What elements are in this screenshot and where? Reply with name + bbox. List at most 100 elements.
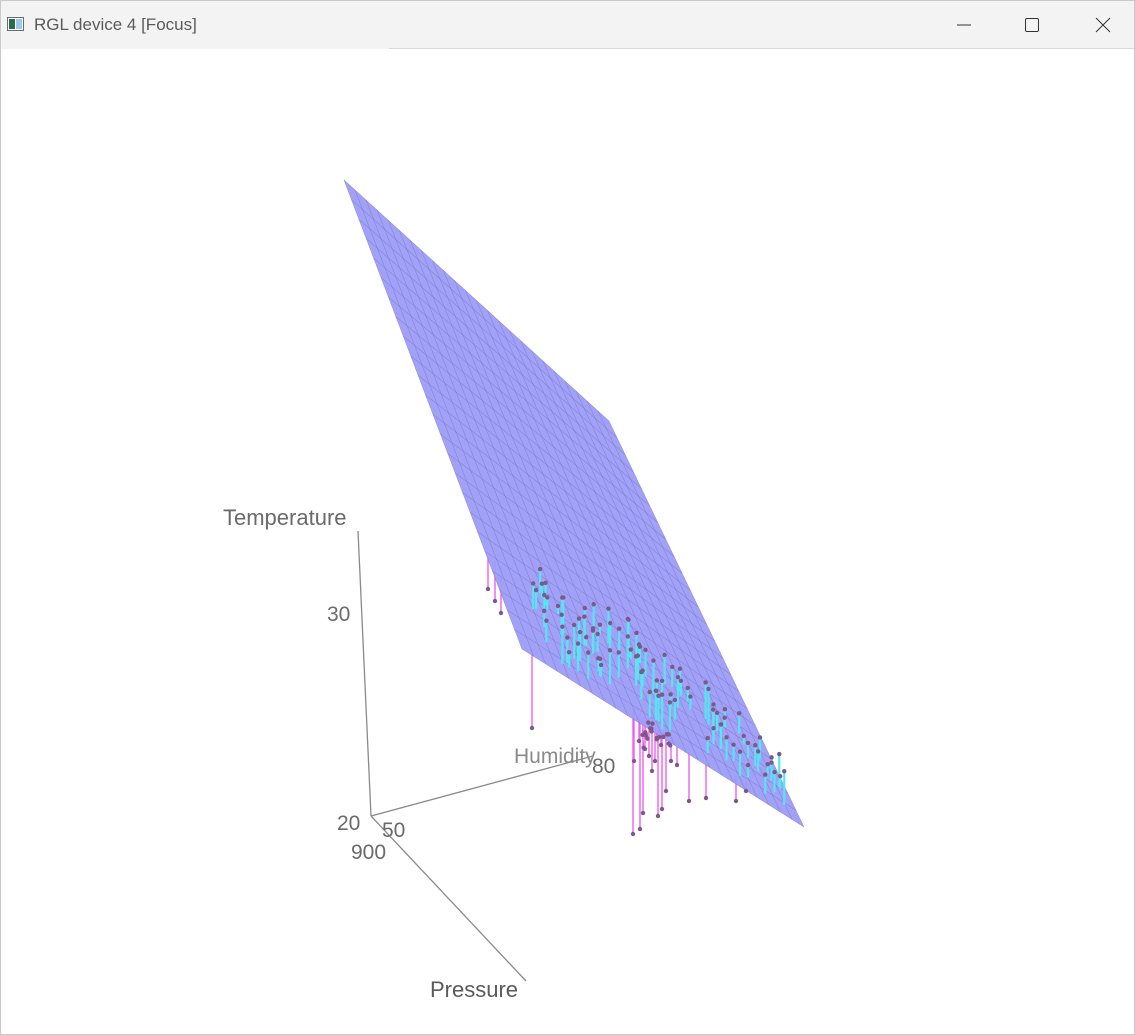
data-point	[782, 769, 787, 774]
data-point	[655, 813, 661, 819]
window-title: RGL device 4 [Focus]	[34, 15, 197, 34]
data-point	[637, 826, 643, 832]
data-point	[745, 740, 751, 746]
data-point	[583, 635, 589, 640]
data-point	[539, 581, 545, 586]
data-point	[653, 688, 659, 693]
data-point	[625, 616, 631, 622]
data-point	[530, 581, 536, 586]
data-point	[555, 603, 561, 609]
data-point	[646, 720, 651, 725]
data-point	[741, 733, 746, 739]
maximize-button[interactable]	[997, 1, 1067, 49]
data-point	[765, 762, 770, 767]
data-point	[651, 658, 656, 663]
y-tick-50: 50	[382, 819, 405, 842]
data-point	[731, 742, 736, 747]
data-point	[703, 795, 709, 801]
data-point	[595, 631, 600, 637]
data-point	[724, 735, 729, 740]
x-axis-line	[370, 815, 527, 982]
axes	[357, 530, 594, 982]
close-button[interactable]	[1068, 1, 1135, 49]
data-point	[745, 762, 751, 768]
data-point	[663, 788, 669, 794]
data-point	[769, 755, 774, 760]
data-point	[586, 650, 591, 655]
data-point	[636, 738, 642, 744]
x-tick-900: 900	[351, 841, 386, 864]
data-point	[634, 630, 639, 636]
data-point	[714, 710, 720, 716]
data-point	[559, 612, 564, 617]
data-point	[565, 635, 570, 640]
data-point	[590, 626, 596, 631]
z-axis-title: Temperature	[223, 505, 347, 530]
rgl-3d-canvas[interactable]: Temperature 30 20 Humidity 50 80 900 Pre…	[1, 49, 1134, 1034]
data-point	[537, 566, 543, 572]
y-axis-line	[370, 755, 594, 817]
data-point	[686, 798, 692, 804]
data-point	[582, 614, 587, 619]
data-point	[661, 734, 666, 740]
data-point	[656, 693, 661, 699]
data-point	[711, 725, 716, 731]
y-tick-80: 80	[592, 755, 615, 778]
data-point	[647, 689, 652, 695]
data-point	[672, 697, 678, 703]
data-point	[571, 622, 577, 628]
data-point	[606, 606, 611, 611]
data-points	[485, 566, 787, 837]
data-point	[688, 694, 693, 699]
data-point	[755, 749, 761, 754]
minimize-icon	[957, 24, 971, 26]
data-point	[757, 735, 763, 740]
data-point	[545, 595, 550, 600]
data-point	[674, 762, 680, 768]
data-point	[778, 773, 783, 779]
data-point	[560, 624, 565, 629]
data-point	[650, 721, 655, 726]
data-point	[722, 715, 727, 720]
data-point	[631, 758, 637, 764]
data-point	[640, 668, 645, 673]
data-point	[641, 745, 646, 750]
residual-segments-above	[532, 569, 786, 806]
data-point	[645, 736, 650, 741]
data-point	[542, 608, 547, 614]
data-point	[659, 692, 665, 697]
canvas-top-edge	[389, 48, 1134, 49]
data-point	[668, 758, 674, 764]
minimize-button[interactable]	[929, 1, 999, 49]
y-axis-title: Humidity	[514, 745, 596, 768]
data-point	[675, 674, 681, 680]
data-point	[678, 678, 684, 683]
data-point	[668, 743, 673, 748]
data-point	[577, 629, 583, 635]
plane-grid-line	[492, 570, 772, 760]
data-point	[711, 702, 716, 707]
data-point	[598, 662, 604, 668]
data-point	[654, 735, 659, 741]
data-point	[677, 666, 683, 671]
data-point	[736, 711, 742, 716]
data-point	[576, 616, 582, 621]
data-point	[616, 650, 621, 655]
data-point	[560, 595, 565, 600]
data-point	[582, 605, 587, 611]
z-tick-20: 20	[337, 812, 360, 835]
data-point	[658, 742, 664, 748]
data-point	[670, 664, 675, 670]
data-point	[591, 602, 596, 607]
close-icon	[1095, 17, 1111, 33]
data-point	[636, 642, 642, 647]
data-point	[608, 620, 613, 626]
data-point	[643, 647, 648, 653]
data-point	[703, 680, 708, 685]
data-point	[654, 678, 660, 683]
data-point	[772, 769, 777, 775]
data-point	[652, 758, 658, 764]
data-point	[533, 587, 539, 593]
title-bar[interactable]: RGL device 4 [Focus]	[1, 1, 1134, 49]
z-tick-30: 30	[327, 603, 350, 626]
